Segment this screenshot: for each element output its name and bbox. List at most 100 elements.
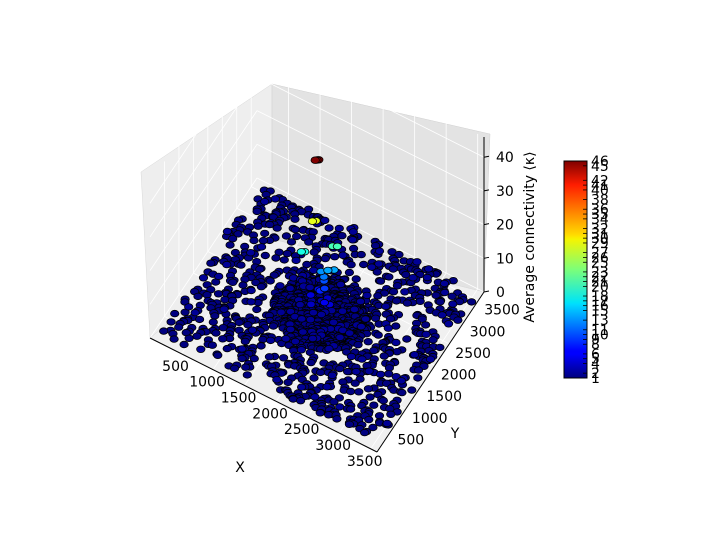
colorbar-tick-label: 29	[591, 236, 609, 252]
data-point	[335, 364, 345, 373]
data-point	[368, 423, 378, 432]
data-point	[179, 340, 189, 349]
data-point	[291, 256, 301, 265]
data-point	[356, 322, 366, 331]
grid-line	[256, 110, 485, 225]
grid-line	[256, 76, 485, 192]
data-point	[296, 346, 306, 354]
colorbar-tick-label: 21	[591, 275, 609, 291]
data-point	[306, 291, 316, 299]
data-point	[348, 228, 358, 236]
data-point	[251, 278, 261, 287]
data-point	[384, 273, 394, 281]
data-point	[249, 354, 259, 363]
data-point	[375, 370, 386, 379]
data-point	[237, 345, 247, 353]
data-point	[242, 371, 252, 379]
data-point	[290, 215, 300, 223]
grid-line	[149, 110, 258, 271]
data-point	[290, 225, 300, 234]
data-point	[336, 280, 346, 289]
data-point	[196, 345, 206, 353]
data-point	[373, 331, 383, 339]
data-point	[346, 261, 356, 269]
data-point	[260, 251, 270, 260]
grid-line	[149, 76, 258, 238]
data-point	[344, 329, 355, 337]
data-point	[190, 308, 200, 317]
data-point	[322, 383, 332, 391]
data-point	[344, 268, 354, 277]
data-point	[298, 328, 308, 336]
data-point	[394, 250, 404, 259]
data-point	[409, 351, 420, 359]
colorbar-ticks: 1245689101113151617182021222325262729303…	[583, 154, 609, 387]
colorbar-tick-label: 41	[591, 178, 609, 194]
colorbar-tick-label: 11	[591, 323, 609, 339]
data-point	[396, 377, 406, 385]
colorbar-tick-label: 25	[591, 255, 609, 271]
axes: 5001000150020002500300035005001000150020…	[149, 137, 520, 470]
data-point	[281, 232, 291, 240]
data-point	[334, 224, 344, 233]
data-point	[281, 335, 291, 343]
data-point	[219, 305, 229, 313]
data-point	[228, 278, 238, 286]
colorbar-tick-label: 46	[591, 154, 609, 170]
data-point	[258, 236, 268, 245]
data-point	[206, 259, 216, 267]
y-axis-label: Y	[450, 426, 460, 442]
data-point	[335, 333, 345, 342]
data-point	[247, 326, 257, 334]
data-point	[253, 222, 263, 230]
data-point	[348, 244, 359, 253]
data-point	[166, 318, 176, 326]
data-point	[268, 322, 278, 330]
x-tick-label: 1500	[221, 391, 257, 407]
data-point	[198, 274, 209, 282]
data-point	[319, 298, 329, 307]
colorbar-tick-label: 40	[591, 183, 609, 199]
data-point	[400, 288, 410, 296]
z-tick-mark	[483, 155, 490, 158]
data-point	[373, 292, 383, 300]
data-point	[362, 291, 372, 300]
data-point	[174, 323, 184, 331]
data-point	[332, 415, 342, 423]
data-point	[272, 376, 282, 384]
data-point	[408, 274, 418, 282]
data-point	[363, 338, 373, 346]
data-point	[256, 243, 267, 251]
data-point	[256, 342, 266, 350]
data-point	[357, 355, 367, 363]
data-point	[282, 249, 292, 258]
data-point	[402, 299, 412, 307]
colorbar-tick-label: 15	[591, 303, 609, 319]
data-point	[252, 305, 262, 314]
data-point	[238, 281, 248, 289]
data-point	[407, 386, 417, 394]
data-point	[421, 330, 431, 338]
data-point	[195, 315, 205, 324]
data-point	[349, 305, 359, 314]
data-point	[315, 368, 326, 377]
colorbar-tick-label: 13	[591, 313, 609, 329]
colorbar	[563, 160, 588, 379]
data-point	[304, 238, 314, 246]
data-point	[252, 207, 262, 216]
data-point	[222, 260, 232, 269]
data-point	[279, 256, 289, 264]
colorbar-tick-label: 18	[591, 289, 609, 305]
data-point	[425, 355, 436, 363]
data-point	[170, 309, 180, 318]
data-point	[241, 363, 251, 371]
data-point	[402, 335, 412, 343]
grid-line	[149, 177, 258, 339]
data-point	[285, 325, 296, 334]
data-point	[388, 265, 398, 273]
data-point	[286, 238, 297, 246]
data-point	[324, 345, 334, 353]
colorbar-tick-label: 31	[591, 226, 609, 242]
data-point	[246, 286, 256, 295]
data-point	[278, 354, 289, 362]
